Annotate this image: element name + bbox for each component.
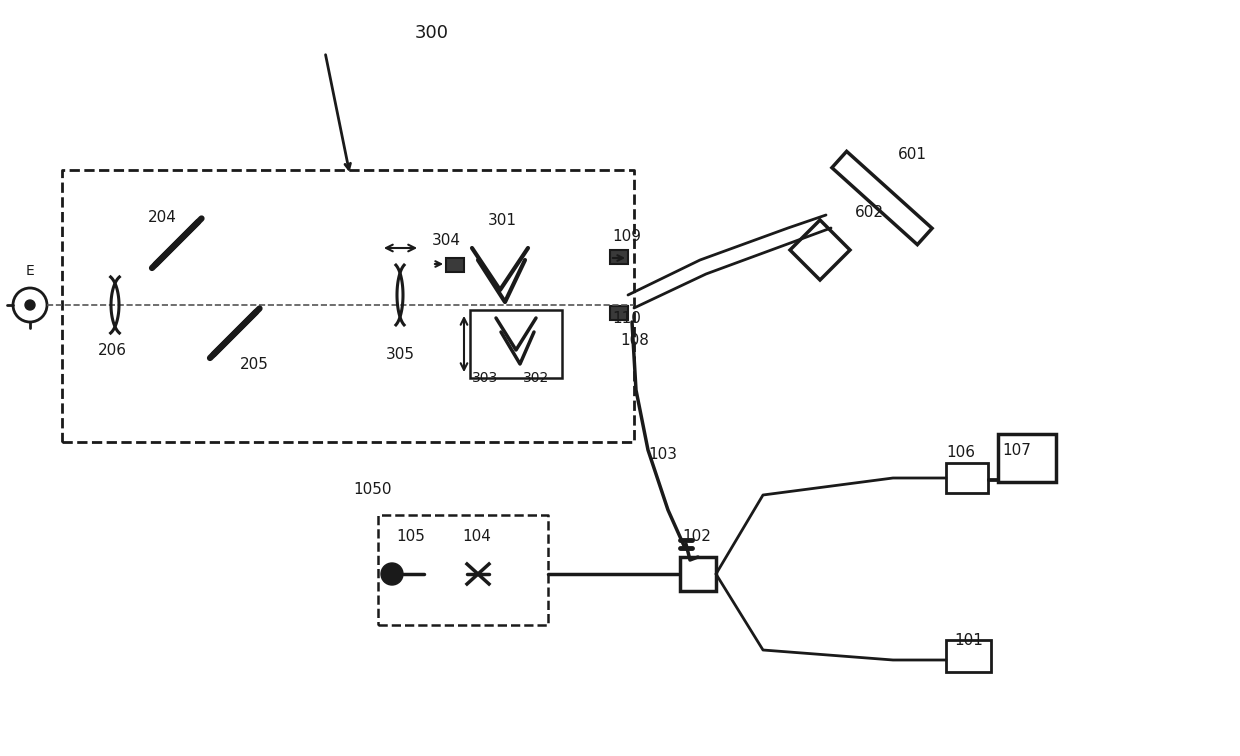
Circle shape: [381, 563, 403, 585]
Circle shape: [25, 300, 35, 310]
Polygon shape: [832, 151, 932, 245]
Text: 105: 105: [396, 529, 425, 544]
Bar: [946, 640, 991, 672]
Text: 303: 303: [472, 371, 498, 385]
Text: 300: 300: [415, 24, 449, 42]
Text: 109: 109: [613, 229, 641, 244]
Text: 304: 304: [432, 233, 461, 248]
Text: 601: 601: [898, 147, 928, 162]
Bar: [470, 310, 562, 378]
Text: 101: 101: [954, 633, 983, 648]
Bar: [946, 463, 988, 493]
Bar: [680, 557, 715, 591]
Text: 103: 103: [649, 447, 677, 462]
Text: E: E: [26, 264, 35, 278]
Bar: [998, 434, 1056, 482]
Text: 305: 305: [386, 347, 415, 362]
Text: 106: 106: [946, 445, 975, 460]
Text: 206: 206: [98, 343, 126, 358]
Text: 1050: 1050: [353, 482, 392, 497]
Text: 301: 301: [489, 213, 517, 228]
Text: 108: 108: [620, 333, 649, 348]
Text: 302: 302: [523, 371, 549, 385]
Text: 102: 102: [682, 529, 711, 544]
Text: 602: 602: [856, 205, 884, 220]
Text: 110: 110: [613, 311, 641, 326]
Polygon shape: [790, 220, 849, 280]
Bar: [610, 250, 627, 264]
Bar: [446, 258, 464, 272]
Bar: [610, 306, 627, 320]
Text: 205: 205: [241, 357, 269, 372]
Text: 204: 204: [148, 210, 177, 225]
Text: 107: 107: [1002, 443, 1030, 458]
Text: 104: 104: [463, 529, 491, 544]
